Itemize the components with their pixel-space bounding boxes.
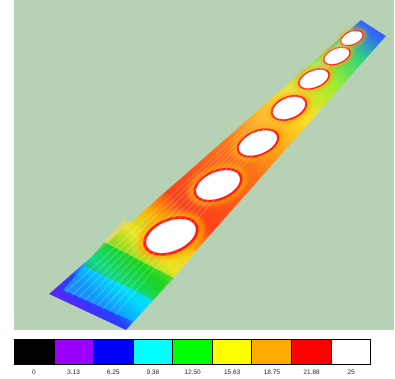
hotspot [294, 65, 334, 93]
legend-swatch [173, 340, 213, 364]
legend-swatches [14, 339, 371, 365]
legend-swatch [291, 340, 332, 364]
streak-line [84, 30, 355, 301]
color-legend [14, 339, 371, 365]
hotspot [337, 28, 367, 48]
heat-strip-render [49, 20, 386, 330]
legend-ticks: 0 3.13 6.25 9.38 12.50 15.63 18.75 21.88 25 [14, 369, 371, 379]
hotspot [232, 125, 284, 161]
streaks [65, 29, 359, 315]
hotspot [137, 211, 205, 261]
legend-tick-label: 21.88 [303, 369, 320, 376]
legend-swatch [94, 340, 134, 364]
legend-swatch [252, 340, 292, 364]
streak-line [71, 30, 353, 296]
hotspot [320, 44, 354, 68]
legend-swatch [212, 340, 253, 364]
streak-line [115, 32, 359, 315]
legend-tick-label: 3.13 [67, 369, 80, 376]
legend-tick-label: 6.25 [106, 369, 120, 376]
hotspot [267, 92, 311, 124]
legend-tick-label: 15.63 [224, 369, 241, 376]
streak-line [102, 31, 357, 309]
streak-line [78, 30, 354, 298]
streak-line [109, 31, 358, 312]
legend-swatch [54, 340, 95, 364]
legend-swatch [15, 340, 55, 364]
hotspot [188, 164, 248, 206]
streak-line [96, 31, 356, 307]
3d-render-viewport [14, 0, 394, 330]
legend-tick-label: 12.50 [184, 369, 201, 376]
legend-swatch [331, 340, 371, 364]
legend-tick-label: 9.38 [146, 369, 160, 376]
streak-line [65, 29, 353, 293]
hotspots [137, 28, 367, 261]
legend-tick-label: 0 [32, 369, 36, 376]
legend-tick-label: 18.75 [263, 369, 280, 376]
streak-line [90, 31, 356, 304]
legend-tick-label: 25 [347, 369, 355, 376]
legend-swatch [133, 340, 174, 364]
